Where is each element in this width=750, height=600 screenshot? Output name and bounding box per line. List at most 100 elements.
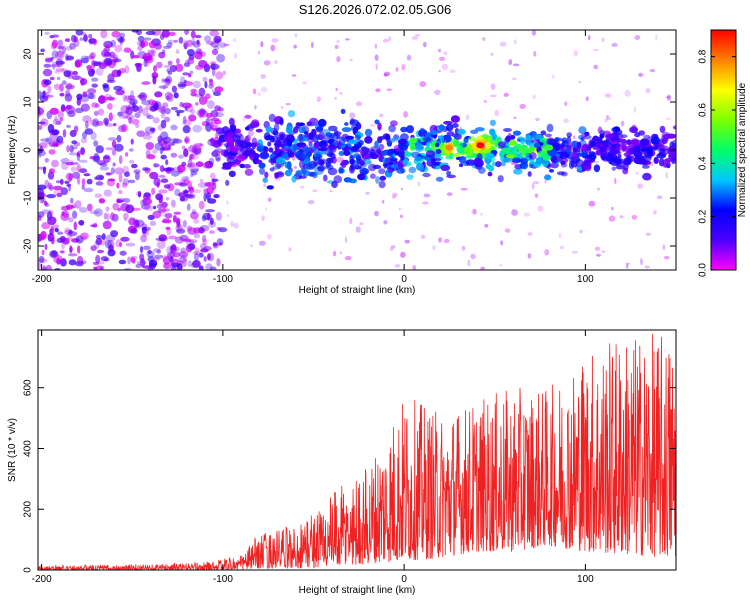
spectrogram-cell [663, 256, 670, 260]
spectrogram-cell [520, 136, 526, 145]
spectrogram-cell [105, 45, 110, 48]
spectrogram-cell [162, 102, 169, 109]
spectrogram-cell [465, 159, 476, 166]
spectrogram-cell [210, 110, 219, 118]
spectrogram-cell [619, 215, 624, 219]
spectrogram-cell [90, 119, 98, 126]
spectrogram-cell [560, 162, 568, 168]
spectrogram-cell [190, 88, 197, 93]
spectrogram-cell [137, 35, 145, 42]
spectrogram-cell [103, 189, 112, 197]
spectrogram-cell [101, 49, 110, 58]
spectrogram-cell [48, 168, 56, 174]
spectrogram-cell [163, 184, 171, 189]
spectrogram-cell [70, 34, 77, 43]
spectrogram-cell [215, 211, 222, 221]
spectrogram-cell [449, 69, 456, 73]
spectrogram-cell [60, 205, 70, 211]
spectrogram-cell [611, 166, 616, 171]
spectrogram-cell [613, 156, 623, 164]
spectrogram-cell [221, 126, 230, 135]
spectrogram-cell [384, 157, 392, 165]
spectrogram-cell [187, 162, 197, 171]
spectrogram-cell [192, 80, 201, 89]
spectrogram-cell [44, 58, 53, 63]
spectrogram-cell [513, 116, 517, 119]
spectrogram-cell [71, 146, 78, 150]
spectrogram-cell [280, 105, 284, 110]
spectrogram-cell [186, 39, 193, 47]
spectrogram-cell [187, 57, 195, 65]
spectrogram-cell [275, 171, 285, 178]
spectrogram-cell [512, 130, 522, 136]
spectrogram-cell [202, 161, 212, 169]
spectrogram-cell [66, 183, 71, 187]
spectrogram-cell [167, 39, 173, 45]
spectrogram-cell [145, 30, 156, 36]
spectrogram-cell [136, 63, 142, 72]
colorbar-tick-label: 0.6 [698, 103, 709, 117]
spectrogram-cell [151, 48, 157, 57]
spectrogram-cell [259, 167, 265, 175]
spectrogram-cell [38, 125, 43, 130]
spectrogram-cell [195, 161, 204, 168]
spectrogram-cell [90, 224, 98, 228]
spectrogram-cell [339, 251, 342, 255]
spectrogram-cell [55, 67, 65, 72]
spectrogram-cell [73, 221, 78, 231]
spectrogram-cell [210, 62, 216, 71]
y-tick-label: 200 [23, 500, 34, 517]
spectrogram-cell [604, 93, 612, 98]
spectrogram-cell [148, 267, 153, 270]
spectrogram-cell [418, 129, 428, 138]
spectrogram-cell [48, 209, 54, 216]
spectrogram-cell [125, 107, 133, 116]
spectrogram-cell [386, 88, 393, 91]
spectrogram-cell [68, 253, 78, 257]
spectrogram-cell [470, 253, 476, 260]
spectrogram-cell [83, 173, 91, 177]
spectrogram-cell [165, 196, 170, 201]
spectrogram-cell [165, 226, 171, 231]
spectrogram-cell [530, 132, 537, 140]
spectrogram-cell [117, 111, 123, 117]
spectrogram-cell [458, 156, 467, 164]
spectrogram-cell [134, 171, 140, 181]
spectrogram-cell [317, 147, 328, 152]
spectrogram-cell [294, 33, 298, 38]
spectrogram-cell [440, 134, 445, 143]
spectrogram-cell [614, 177, 617, 185]
spectrogram-cell [118, 155, 123, 165]
spectrogram-cell [71, 75, 82, 81]
spectrogram-cell [308, 141, 313, 147]
spectrogram-cell [446, 131, 455, 137]
spectrogram-cell [60, 187, 69, 196]
spectrogram-cell [89, 210, 100, 215]
spectrogram-cell [216, 258, 221, 267]
spectrogram-cell [446, 123, 454, 132]
spectrogram-cell [55, 120, 62, 125]
spectrogram-cell [267, 141, 272, 147]
spectrogram-cell [378, 180, 386, 189]
spectrogram-cell [165, 159, 169, 166]
spectrogram-cell [71, 203, 77, 209]
spectrogram-cell [192, 259, 201, 268]
spectrogram-cell [425, 150, 436, 158]
spectrogram-cell [163, 45, 172, 50]
spectrogram-cell [435, 149, 442, 154]
spectrogram-cell [534, 193, 539, 198]
spectrogram-cell [301, 146, 311, 152]
spectrogram-cell [537, 150, 546, 158]
spectrogram-cell [348, 139, 358, 145]
spectrogram-cell [102, 154, 111, 164]
spectrogram-cell [144, 167, 151, 174]
spectrogram-cell [130, 228, 136, 234]
spectrogram-cell [398, 143, 409, 151]
spectrogram-cell [446, 192, 453, 196]
spectrogram-cell [38, 143, 41, 147]
spectrogram-cell [42, 166, 47, 175]
spectrogram-cell [532, 181, 540, 185]
spectrogram-cell [612, 126, 621, 132]
spectrogram-cell [379, 113, 384, 118]
spectrogram-cell [245, 134, 251, 143]
